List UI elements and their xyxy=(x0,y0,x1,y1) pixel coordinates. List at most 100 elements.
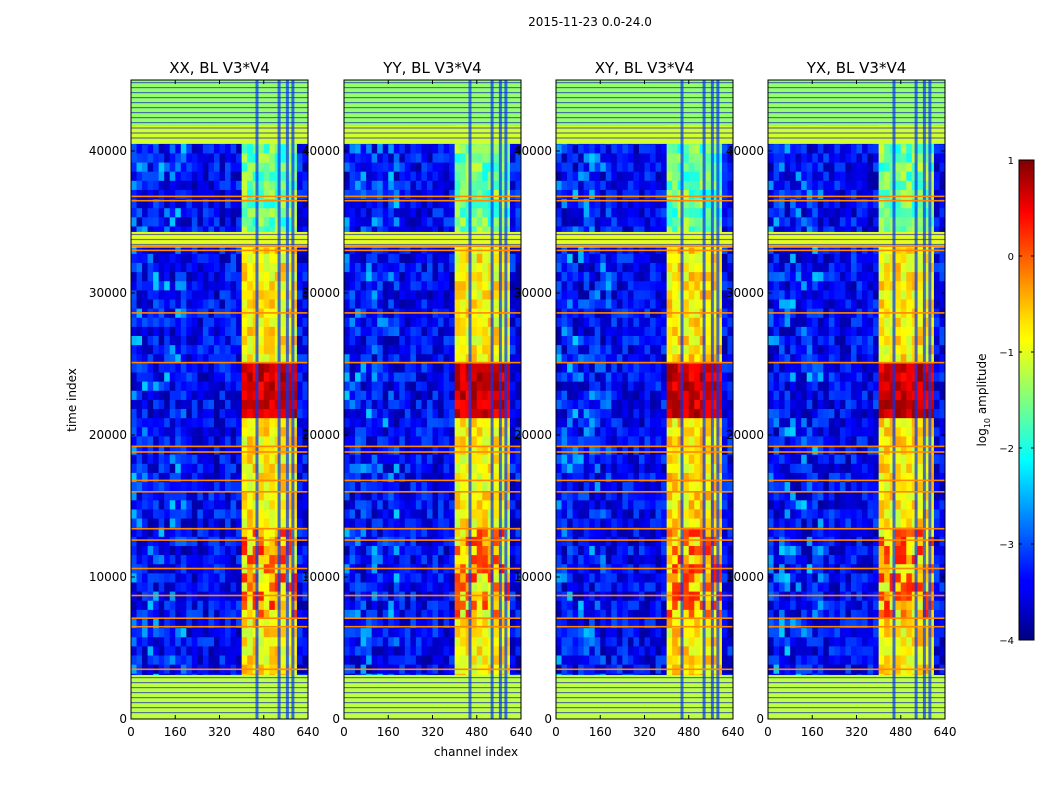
heatmap-cell xyxy=(443,271,450,282)
heatmap-cell xyxy=(410,280,417,291)
heatmap-cell xyxy=(355,426,361,437)
heatmap-cell xyxy=(136,445,143,455)
heatmap-cell xyxy=(509,381,516,391)
heatmap-cell xyxy=(460,445,467,455)
heatmap-cell xyxy=(344,499,350,510)
heatmap-cell xyxy=(269,463,276,473)
heatmap-cell xyxy=(169,399,176,410)
heatmap-cell xyxy=(269,600,276,610)
heatmap-cell xyxy=(213,408,220,419)
heatmap-cell xyxy=(382,463,389,473)
heatmap-cell xyxy=(426,326,433,336)
heatmap-cell xyxy=(399,198,406,209)
heatmap-cell xyxy=(421,472,428,483)
heatmap-cell xyxy=(404,153,411,163)
heatmap-cell xyxy=(142,344,148,355)
heatmap-cell xyxy=(443,289,450,300)
heatmap-cell xyxy=(360,189,367,200)
heatmap-cell xyxy=(393,645,400,656)
heatmap-cell xyxy=(202,655,209,665)
heatmap-cell xyxy=(410,572,417,583)
heatmap-cell xyxy=(131,655,137,665)
heatmap-cell xyxy=(443,207,450,218)
heatmap-cell xyxy=(476,216,483,227)
heatmap-cell xyxy=(153,454,160,464)
heatmap-cell xyxy=(230,572,237,583)
heatmap-cell xyxy=(471,253,478,263)
heatmap-cell xyxy=(388,262,395,273)
heatmap-cell xyxy=(360,454,367,464)
heatmap-cell xyxy=(169,362,176,373)
heatmap-cell xyxy=(399,472,406,483)
heatmap-cell xyxy=(410,554,417,565)
heatmap-cell xyxy=(438,399,444,410)
heatmap-cell xyxy=(191,226,198,236)
heatmap-cell xyxy=(147,436,154,446)
heatmap-cell xyxy=(415,454,422,464)
heatmap-cell xyxy=(236,372,243,382)
heatmap-cell xyxy=(263,271,270,282)
heatmap-cell xyxy=(355,399,361,410)
heatmap-cell xyxy=(296,207,303,218)
heatmap-cell xyxy=(360,655,367,665)
heatmap-cell xyxy=(302,207,309,218)
heatmap-cell xyxy=(236,655,243,665)
heatmap-cell xyxy=(349,180,356,190)
heatmap-cell xyxy=(219,326,226,336)
heatmap-cell xyxy=(296,244,303,254)
heatmap-cell xyxy=(388,572,395,583)
y-tick-label: 20000 xyxy=(89,428,127,442)
heatmap-cell xyxy=(366,600,373,610)
heatmap-cell xyxy=(230,490,237,501)
heatmap-cell xyxy=(355,445,361,455)
heatmap-cell xyxy=(438,253,444,263)
heatmap-cell xyxy=(302,189,309,200)
heatmap-cell xyxy=(191,180,198,190)
heatmap-cell xyxy=(349,627,356,638)
heatmap-cell xyxy=(269,518,276,528)
heatmap-cell xyxy=(382,472,389,483)
heatmap-cell xyxy=(415,171,422,181)
heatmap-cell xyxy=(158,582,165,592)
heatmap-cell xyxy=(280,253,287,263)
heatmap-cell xyxy=(482,481,489,492)
x-tick-label: 640 xyxy=(510,725,533,739)
heatmap-cell xyxy=(382,408,389,419)
heatmap-cell xyxy=(432,463,439,473)
heatmap-cell xyxy=(432,280,439,291)
heatmap-cell xyxy=(153,372,160,382)
heatmap-cell xyxy=(247,207,254,218)
heatmap-cell xyxy=(454,463,461,473)
heatmap-cell xyxy=(360,600,367,610)
heatmap-cell xyxy=(142,572,148,583)
flag-stripe xyxy=(344,702,521,704)
heatmap-cell xyxy=(158,390,165,400)
heatmap-cell xyxy=(388,189,395,200)
heatmap-cell xyxy=(399,335,406,346)
heatmap-cell xyxy=(360,244,367,254)
heatmap-cell xyxy=(449,189,456,200)
heatmap-cell xyxy=(355,362,361,373)
heatmap-cell xyxy=(302,216,309,227)
heatmap-cell xyxy=(482,536,489,546)
heatmap-cell xyxy=(415,244,422,254)
heatmap-cell xyxy=(131,481,137,492)
heatmap-cell xyxy=(208,509,215,519)
heatmap-cell xyxy=(476,180,483,190)
heatmap-cell xyxy=(142,417,148,428)
heatmap-cell xyxy=(258,509,265,519)
heatmap-cell xyxy=(460,627,467,638)
heatmap-cell xyxy=(633,627,640,638)
heatmap-cell xyxy=(225,627,231,638)
heatmap-cell xyxy=(410,216,417,227)
heatmap-cell xyxy=(131,207,137,218)
heatmap-cell xyxy=(476,289,483,300)
heatmap-cell xyxy=(136,153,143,163)
heatmap-cell xyxy=(344,527,350,537)
heatmap-cell xyxy=(208,317,215,327)
heatmap-cell xyxy=(230,216,237,227)
heatmap-cell xyxy=(208,326,215,336)
heatmap-cell xyxy=(186,490,193,501)
heatmap-cell xyxy=(471,207,478,218)
heatmap-cell xyxy=(191,600,198,610)
